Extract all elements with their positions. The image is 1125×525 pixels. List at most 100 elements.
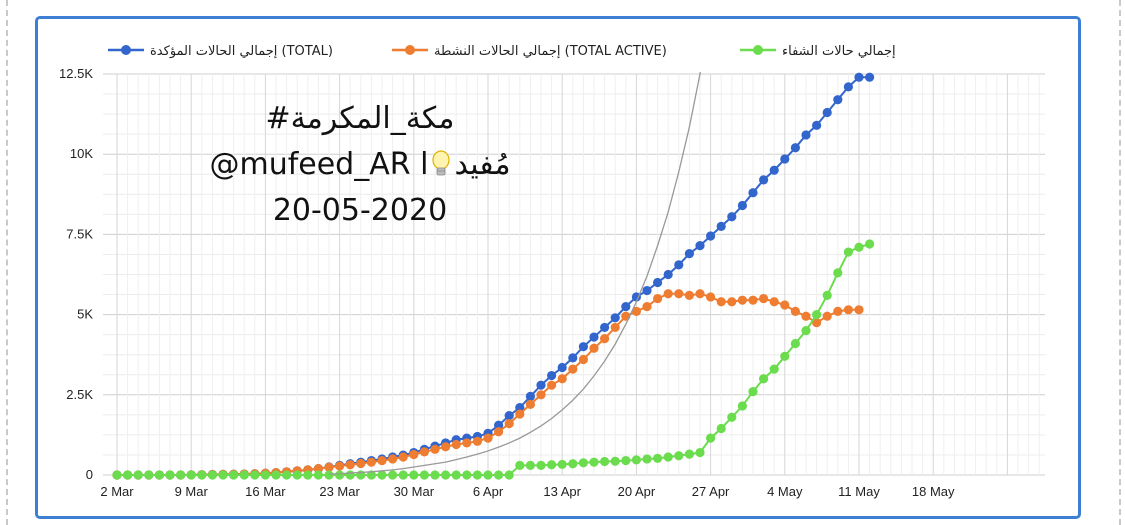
data-point (536, 390, 546, 400)
data-point (515, 409, 525, 419)
data-point (674, 289, 684, 299)
data-point (239, 470, 249, 480)
data-point (568, 353, 578, 363)
data-point (229, 470, 239, 480)
data-point (409, 449, 419, 460)
data-point (186, 470, 196, 480)
data-point (472, 436, 482, 446)
data-point (812, 120, 822, 130)
y-tick-label: 12.5K (59, 66, 93, 81)
legend-label: إجمالي حالات الشفاء (782, 44, 896, 59)
data-point (674, 260, 684, 270)
data-point (419, 447, 429, 457)
data-point (769, 297, 779, 307)
data-point (684, 449, 695, 459)
data-point (600, 456, 610, 467)
data-point (663, 452, 673, 462)
data-point (674, 451, 684, 461)
data-point (769, 364, 779, 374)
legend-marker (753, 45, 763, 55)
data-point (748, 386, 758, 397)
data-point (197, 470, 207, 480)
data-point (780, 351, 790, 361)
data-point (324, 470, 334, 480)
data-point (441, 470, 451, 480)
data-point (377, 470, 387, 480)
data-point (430, 444, 440, 454)
x-tick-label: 16 Mar (245, 484, 286, 499)
data-point (494, 427, 504, 437)
data-point (578, 342, 589, 352)
y-tick-label: 2.5K (66, 387, 93, 402)
legend-label: إجمالي الحالات المؤكدة (TOTAL) (150, 44, 333, 59)
data-point (642, 285, 652, 296)
data-point (610, 313, 620, 323)
page-dashed-border-left (6, 0, 8, 525)
data-point (462, 470, 472, 480)
data-point (833, 306, 843, 316)
data-point (621, 455, 631, 466)
data-point (865, 239, 875, 249)
x-tick-label: 18 May (912, 484, 955, 499)
data-point (536, 460, 546, 470)
y-tick-label: 0 (86, 467, 93, 482)
data-point (176, 470, 186, 480)
data-point (377, 455, 387, 466)
data-point (515, 403, 525, 413)
data-point (356, 458, 366, 469)
watermark-hashtag: #مكة_المكرمة (265, 101, 455, 136)
data-point (621, 301, 631, 312)
data-point (695, 447, 705, 458)
y-tick-label: 10K (70, 146, 93, 161)
data-point (759, 374, 769, 384)
data-point (568, 459, 578, 469)
data-point (335, 470, 345, 480)
x-tick-label: 2 Mar (100, 484, 134, 499)
data-point (790, 143, 801, 153)
data-point (759, 293, 769, 304)
data-point (345, 470, 355, 480)
data-point (144, 470, 154, 480)
data-point (812, 318, 822, 328)
data-point (833, 268, 843, 278)
data-point (472, 470, 482, 480)
axes: 0 2.5K 5K 7.5K 10K 12.5K 2 Mar 9 Mar 16 Mar 23 Ma… (59, 66, 955, 499)
data-point (727, 297, 737, 307)
legend-marker (405, 45, 415, 55)
data-point (525, 399, 536, 410)
series-line-3 (117, 243, 870, 476)
data-point (313, 470, 323, 480)
data-point (398, 470, 408, 480)
data-point (843, 82, 854, 92)
data-point (716, 297, 726, 307)
data-point (865, 72, 875, 82)
data-point (388, 470, 398, 480)
data-point (409, 470, 419, 480)
data-point (515, 460, 525, 470)
data-point (557, 374, 567, 384)
data-point (748, 188, 758, 198)
data-point (716, 423, 726, 434)
data-point (748, 295, 758, 305)
data-point (801, 326, 811, 336)
data-point (706, 231, 716, 241)
data-point (557, 459, 567, 470)
data-point (843, 305, 854, 315)
data-point (451, 470, 461, 480)
data-point (525, 460, 536, 470)
data-point (366, 457, 376, 467)
data-point (250, 470, 260, 480)
y-tick-label: 5K (77, 307, 93, 322)
data-point (642, 454, 652, 464)
lightbulb-icon (432, 150, 451, 176)
data-point (684, 249, 695, 259)
x-tick-label: 27 Apr (692, 484, 730, 499)
data-point (790, 338, 801, 349)
data-point (366, 470, 376, 480)
data-point (547, 460, 557, 470)
data-point (504, 419, 514, 429)
watermark-handle: @mufeed_AR l (209, 147, 429, 182)
data-point (589, 343, 599, 353)
data-point (260, 470, 270, 480)
data-point (706, 292, 716, 302)
